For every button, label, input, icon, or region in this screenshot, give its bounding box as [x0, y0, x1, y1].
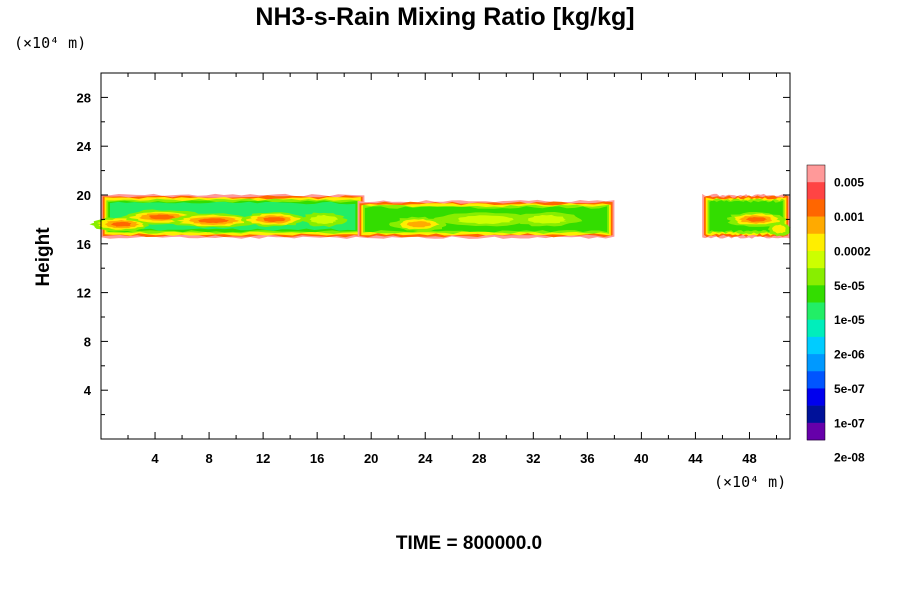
contour-spot-band-middle: [406, 221, 432, 228]
colorbar-swatch: [807, 302, 825, 320]
y-tick-label: 20: [77, 188, 91, 203]
colorbar-label: 2e-08: [834, 451, 865, 465]
x-tick-label: 48: [742, 451, 756, 466]
plot-frame: [100, 72, 791, 440]
colorbar-label: 1e-07: [834, 416, 865, 430]
colorbar-swatch: [807, 233, 825, 252]
contour-spot-band-west: [197, 218, 229, 224]
contour-spot-band-west: [263, 217, 286, 222]
contour-spot-band-middle: [527, 214, 567, 224]
colorbar-swatch: [807, 319, 825, 338]
chart-title: NH3-s-Rain Mixing Ratio [kg/kg]: [255, 3, 634, 31]
x-tick-label: 16: [310, 451, 324, 466]
colorbar-label: 0.005: [834, 176, 864, 190]
x-unit-label: (×10⁴ m): [714, 473, 786, 491]
y-unit-label: (×10⁴ m): [14, 34, 86, 52]
x-tick-label: 44: [688, 451, 703, 466]
contour-spot-band-east: [746, 217, 768, 222]
colorbar-swatch: [807, 422, 825, 441]
y-tick-label: 16: [77, 237, 91, 252]
colorbar-swatch: [807, 388, 825, 406]
contour-fields: [89, 193, 791, 239]
colorbar-swatch: [807, 405, 825, 424]
colorbar: 0.005 0.001 0.0002 5e-05 1e-05 2e-06 5e-07 1e-0…: [806, 164, 871, 465]
y-tick-label: 24: [77, 139, 92, 154]
contour-spot-band-middle: [458, 215, 517, 224]
contour-spot-band-west: [309, 214, 339, 224]
y-tick-label: 4: [84, 383, 92, 398]
colorbar-swatch: [807, 371, 825, 389]
colorbar-swatch: [807, 216, 825, 235]
x-tick-label: 40: [634, 451, 648, 466]
colorbar-frame: [806, 164, 826, 441]
y-tick-label: 12: [77, 286, 91, 301]
colorbar-swatch: [807, 182, 825, 200]
colorbar-label: 5e-05: [834, 279, 865, 293]
x-tick-label: 12: [256, 451, 270, 466]
x-tick-label: 4: [151, 451, 159, 466]
x-tick-label: 36: [580, 451, 594, 466]
colorbar-swatch: [807, 354, 825, 372]
colorbar-label: 0.0002: [834, 244, 871, 258]
y-tick-label: 28: [77, 90, 91, 105]
contour-spot-band-east: [772, 224, 786, 234]
y-tick-label: 8: [84, 334, 91, 349]
colorbar-swatch: [807, 165, 825, 183]
contour-spot-band-west: [149, 214, 176, 220]
colorbar-swatch: [807, 336, 825, 355]
colorbar-swatch: [807, 199, 825, 217]
x-tick-label: 28: [472, 451, 486, 466]
colorbar-swatch: [807, 268, 825, 286]
x-tick-label: 20: [364, 451, 378, 466]
colorbar-swatch: [807, 250, 825, 269]
colorbar-label: 2e-06: [834, 348, 865, 362]
x-tick-label: 32: [526, 451, 540, 466]
colorbar-swatch: [807, 285, 825, 303]
time-label: TIME = 800000.0: [396, 533, 542, 554]
colorbar-label: 1e-05: [834, 313, 865, 327]
colorbar-label: 5e-07: [834, 382, 865, 396]
contour-spot-band-west: [111, 221, 132, 227]
x-tick-label: 8: [205, 451, 212, 466]
colorbar-label: 0.001: [834, 210, 864, 224]
x-tick-label: 24: [418, 451, 433, 466]
y-axis-label: Height: [33, 227, 54, 287]
